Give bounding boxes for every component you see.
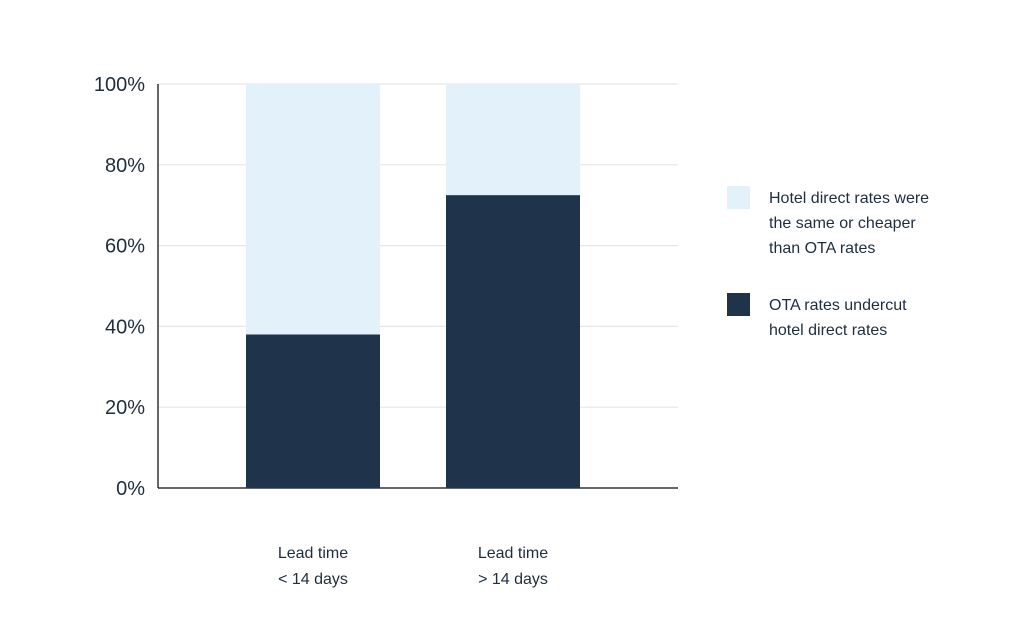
bar-segment-ota-undercut [246,334,380,488]
y-tick-label: 0% [116,478,145,500]
bar-segment-ota-undercut [446,195,580,488]
legend-swatch [727,186,750,209]
y-tick-label: 80% [105,155,145,177]
legend-label: Hotel direct rates were [769,190,929,207]
y-tick-label: 60% [105,236,145,258]
legend-label: hotel direct rates [769,322,887,339]
bar-segment-hotel-same-or-cheaper [246,84,380,335]
bar-segment-hotel-same-or-cheaper [446,84,580,196]
gridlines [158,83,678,408]
y-tick-label: 40% [105,316,145,338]
legend: Hotel direct rates were the same or cheap… [727,186,929,339]
y-axis-ticks: 0% 20% 40% 60% 80% 100% [94,74,145,500]
legend-swatch [727,293,750,316]
bars [246,84,580,488]
x-category-label: Lead time [278,545,348,562]
x-category-label: < 14 days [278,571,348,588]
legend-label: than OTA rates [769,240,875,257]
legend-label: OTA rates undercut [769,297,907,314]
x-category-label: Lead time [478,545,548,562]
x-category-label: > 14 days [478,571,548,588]
y-tick-label: 20% [105,397,145,419]
y-tick-label: 100% [94,74,145,96]
x-axis-categories: Lead time < 14 days Lead time > 14 days [278,545,548,588]
axes [157,84,678,489]
legend-label: the same or cheaper [769,215,916,232]
